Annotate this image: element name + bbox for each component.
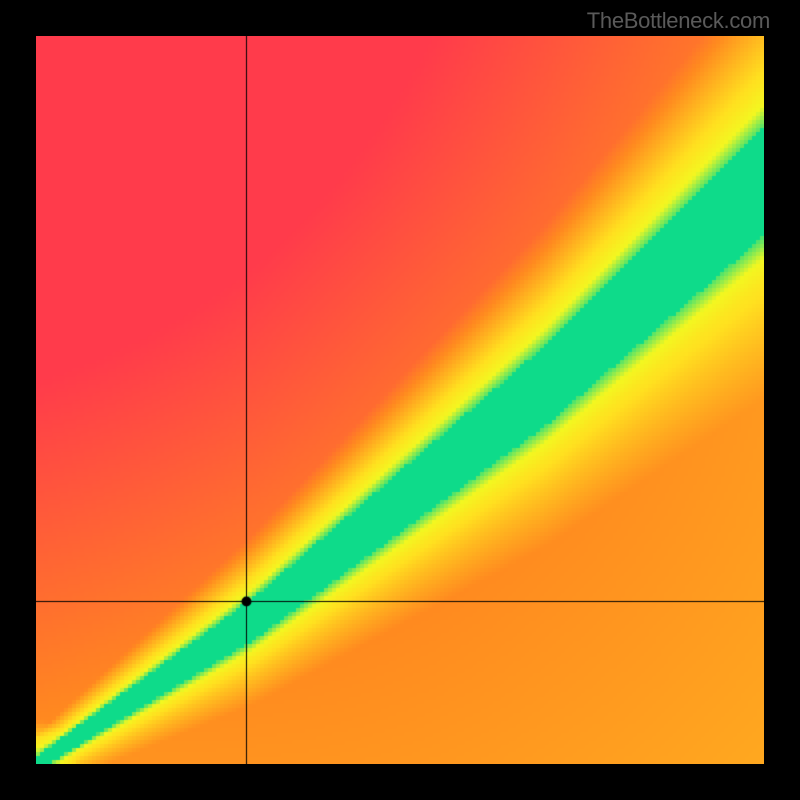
crosshair-overlay-canvas [36,36,764,764]
bottleneck-heatmap [36,36,764,764]
watermark-text: TheBottleneck.com [587,8,770,34]
